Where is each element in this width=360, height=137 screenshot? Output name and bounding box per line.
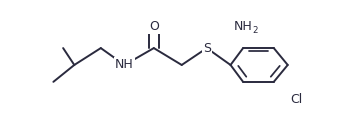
Text: NH: NH	[234, 21, 252, 33]
Text: 2: 2	[252, 26, 257, 35]
Text: O: O	[149, 21, 159, 33]
Text: S: S	[203, 42, 211, 55]
Text: NH: NH	[115, 58, 134, 72]
Text: Cl: Cl	[290, 93, 302, 106]
